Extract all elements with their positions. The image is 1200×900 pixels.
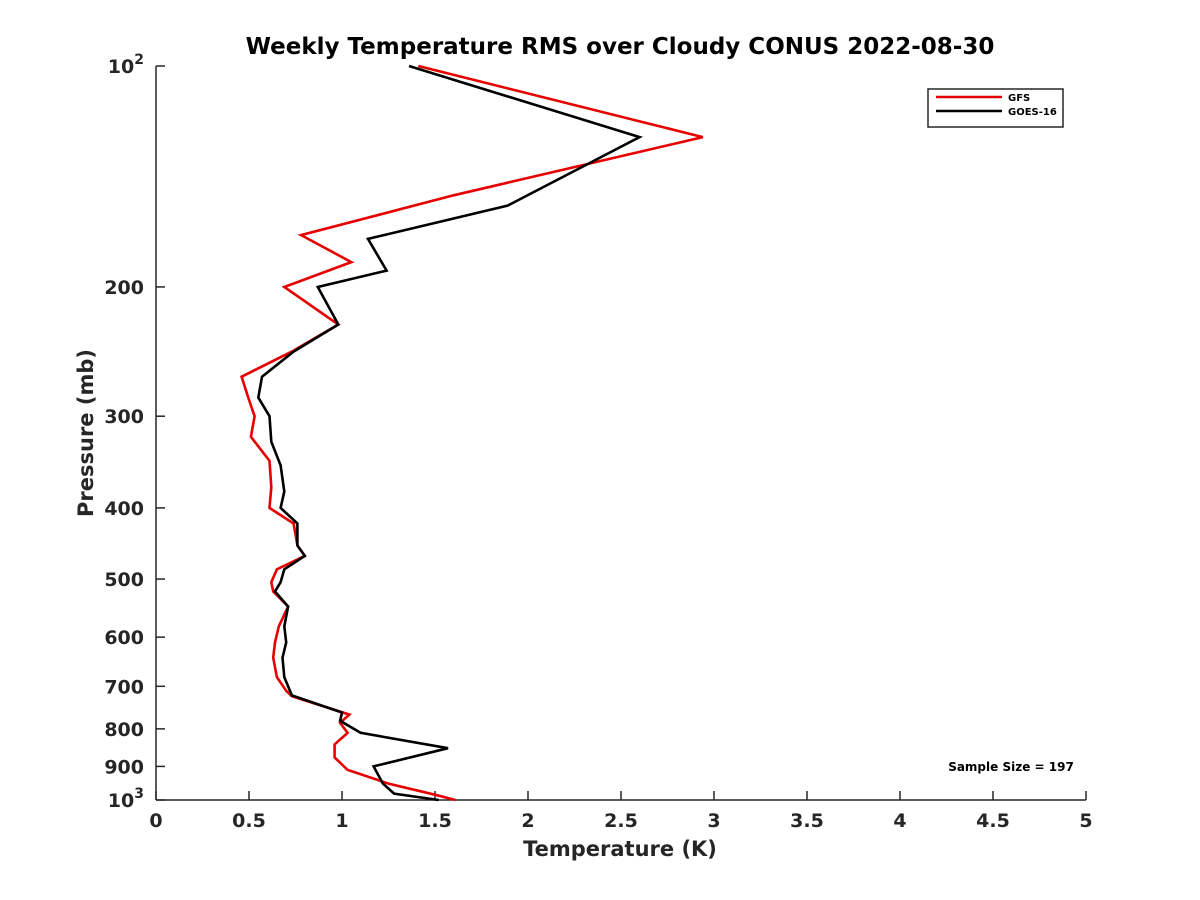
legend-label-goes-16: GOES-16 (1008, 107, 1057, 118)
y-tick-label: 900 (104, 756, 144, 778)
chart-title: Weekly Temperature RMS over Cloudy CONUS… (246, 34, 995, 60)
y-tick-label: 103 (108, 786, 144, 812)
y-tick-label: 500 (104, 569, 144, 591)
y-tick-label: 400 (104, 498, 144, 520)
plot-area: 0 0.5 1 1.5 2 2.5 3 3.5 4 4.5 5 102 200 300 400 500 600 7… (104, 52, 1092, 832)
x-tick-label: 3 (707, 810, 720, 832)
y-tick-label: 300 (104, 406, 144, 428)
x-tick-label: 1 (335, 810, 348, 832)
x-tick-label: 0 (149, 810, 162, 832)
sample-size-annotation: Sample Size = 197 (948, 760, 1074, 774)
x-tick-label: 1.5 (418, 810, 452, 832)
legend-label-gfs: GFS (1008, 93, 1030, 104)
y-tick-label: 700 (104, 676, 144, 698)
y-tick-label: 600 (104, 627, 144, 649)
x-tick-label: 4.5 (976, 810, 1010, 832)
y-tick-label: 800 (104, 719, 144, 741)
y-axis-label: Pressure (mb) (74, 349, 98, 517)
x-tick-label: 2.5 (604, 810, 638, 832)
x-tick-label: 2 (521, 810, 534, 832)
x-tick-label: 3.5 (790, 810, 824, 832)
x-axis-label: Temperature (K) (523, 837, 717, 861)
legend-box (927, 88, 1064, 128)
x-tick-label: 0.5 (232, 810, 266, 832)
series-line-goes-16 (256, 64, 644, 802)
y-tick-label: 102 (108, 52, 144, 78)
x-tick-label: 5 (1079, 810, 1092, 832)
legend: GFS GOES-16 (927, 88, 1064, 128)
y-tick-label: 200 (104, 277, 144, 299)
x-tick-label: 4 (893, 810, 906, 832)
